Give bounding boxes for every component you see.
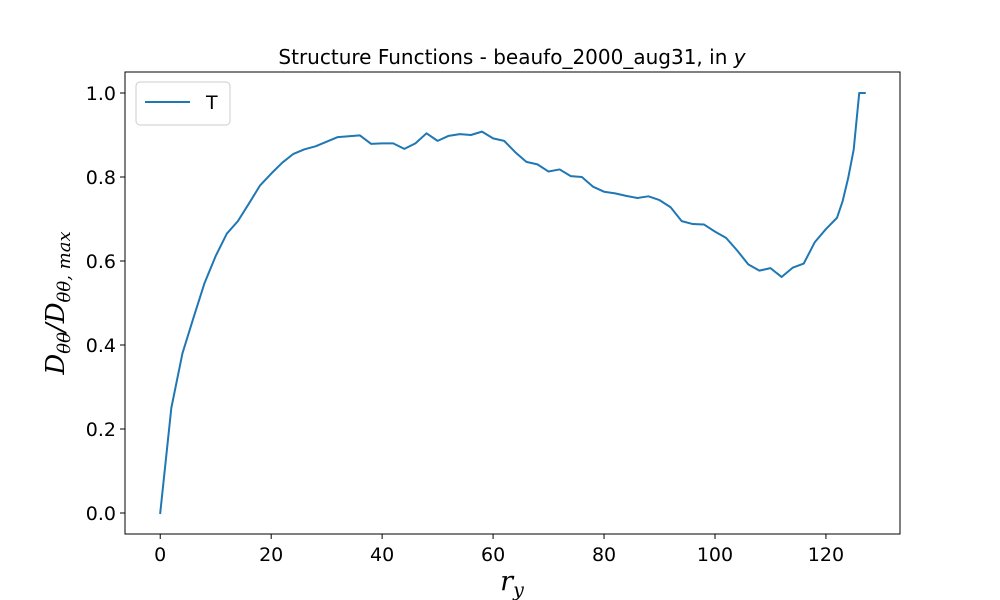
- y-tick-label: 1.0: [86, 83, 116, 105]
- x-axis-label: ry: [500, 566, 524, 600]
- y-tick-label: 0.8: [86, 167, 116, 189]
- y-tick-label: 0.4: [86, 335, 116, 357]
- chart-title: Structure Functions - beaufo_2000_aug31,…: [278, 45, 746, 69]
- y-tick-label: 0.2: [86, 419, 116, 441]
- x-tick-label: 120: [808, 544, 844, 566]
- series-layer: [159, 92, 866, 515]
- legend: T: [135, 81, 231, 126]
- y-axis: 0.0 0.2 0.4 0.6 0.8 1.0: [86, 83, 125, 525]
- y-axis-label: Dθθ/Dθθ, max: [41, 231, 75, 375]
- x-tick-label: 100: [697, 544, 733, 566]
- x-tick-label: 40: [370, 544, 394, 566]
- legend-frame: [135, 81, 231, 126]
- legend-label: T: [205, 92, 218, 114]
- x-tick-label: 80: [592, 544, 616, 566]
- y-tick-label: 0.6: [86, 251, 116, 273]
- x-tick-label: 0: [154, 544, 166, 566]
- x-tick-label: 20: [259, 544, 283, 566]
- y-tick-label: 0.0: [86, 503, 116, 525]
- x-tick-label: 60: [481, 544, 505, 566]
- plot-area: [124, 71, 901, 535]
- x-axis: 0 20 40 60 80 100 120: [154, 534, 844, 566]
- plot-frame: [124, 71, 901, 535]
